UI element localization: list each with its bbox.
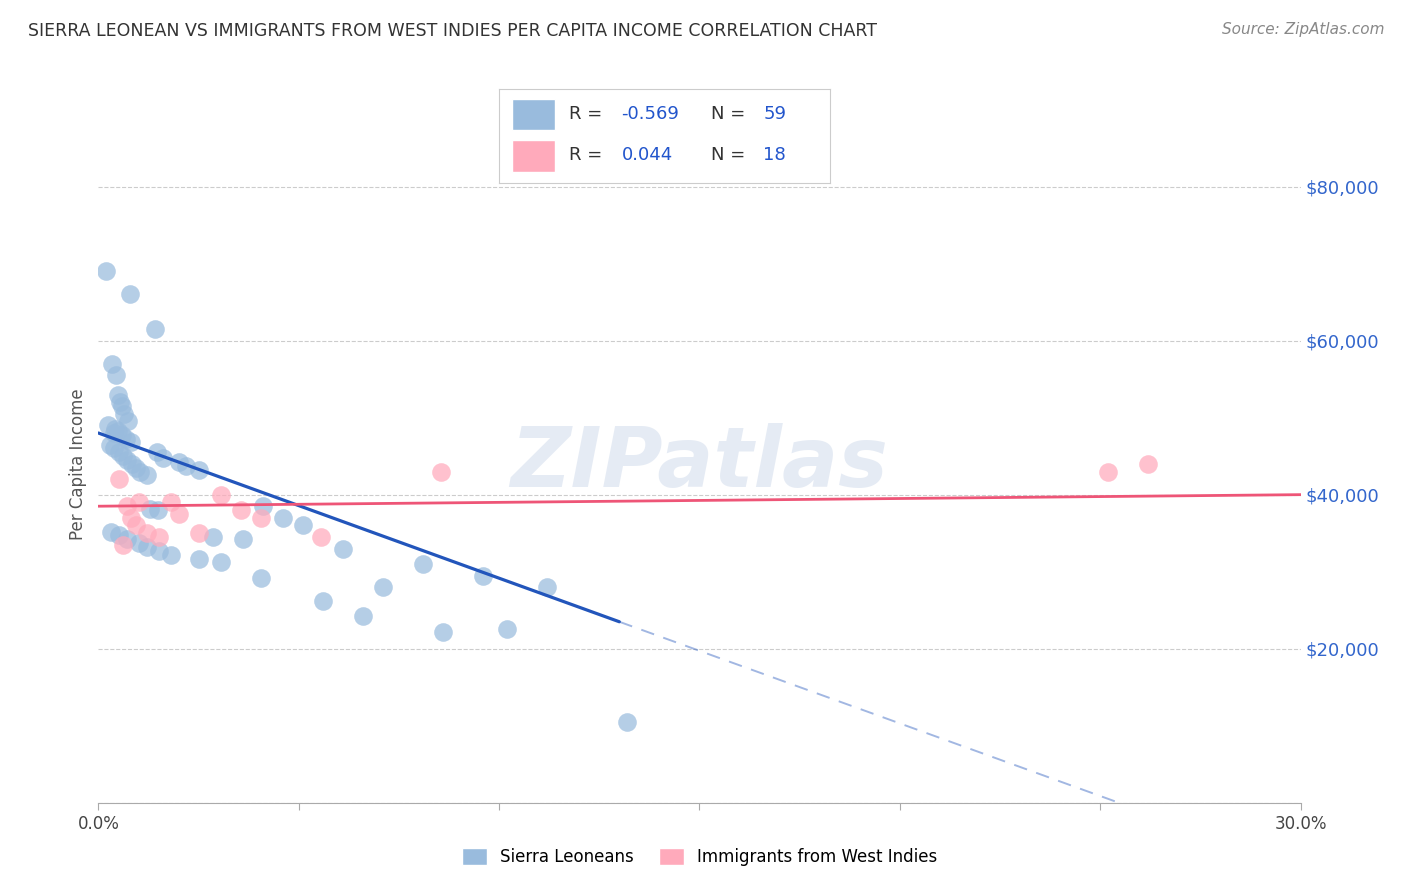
Text: SIERRA LEONEAN VS IMMIGRANTS FROM WEST INDIES PER CAPITA INCOME CORRELATION CHAR: SIERRA LEONEAN VS IMMIGRANTS FROM WEST I… xyxy=(28,22,877,40)
Point xyxy=(117,533,139,547)
Point xyxy=(117,453,139,467)
Point xyxy=(249,510,271,524)
Point xyxy=(125,518,148,533)
Text: Source: ZipAtlas.com: Source: ZipAtlas.com xyxy=(1222,22,1385,37)
Point xyxy=(135,468,157,483)
Point xyxy=(136,526,159,541)
Point xyxy=(96,264,118,278)
Point xyxy=(107,387,129,401)
Point xyxy=(112,538,135,552)
Point xyxy=(188,463,211,477)
Point xyxy=(125,460,148,475)
Point xyxy=(174,459,197,474)
Point xyxy=(229,503,252,517)
Text: R =: R = xyxy=(568,105,607,123)
Point xyxy=(1137,457,1160,471)
Point xyxy=(120,435,142,450)
Point xyxy=(152,450,174,465)
Point xyxy=(232,533,254,547)
Point xyxy=(412,557,434,571)
Text: -0.569: -0.569 xyxy=(621,105,679,123)
Point xyxy=(332,541,354,556)
Point xyxy=(146,503,169,517)
Point xyxy=(371,580,394,594)
Point xyxy=(160,548,183,562)
Point xyxy=(112,449,135,463)
Point xyxy=(249,571,271,585)
Point xyxy=(100,437,122,451)
Point xyxy=(209,556,232,570)
Point xyxy=(160,495,183,509)
Point xyxy=(616,714,638,729)
Point xyxy=(128,536,150,550)
Point xyxy=(201,530,224,544)
Point xyxy=(117,500,139,514)
Point xyxy=(120,287,142,301)
Point xyxy=(120,510,142,524)
Point xyxy=(291,518,314,533)
Point xyxy=(496,623,519,637)
Point xyxy=(128,495,150,509)
Point xyxy=(111,427,134,442)
Point xyxy=(121,457,143,471)
Bar xyxy=(512,98,555,130)
Point xyxy=(107,425,129,439)
Point xyxy=(148,530,170,544)
Point xyxy=(105,368,128,383)
Point xyxy=(252,500,274,514)
Point xyxy=(352,609,374,624)
Point xyxy=(111,399,134,413)
Point xyxy=(100,524,122,539)
Text: 0.044: 0.044 xyxy=(621,145,672,164)
Point xyxy=(209,488,232,502)
Point xyxy=(108,472,131,486)
Point xyxy=(110,395,132,409)
Point xyxy=(143,322,166,336)
Bar xyxy=(512,140,555,171)
Point xyxy=(148,544,170,558)
Point xyxy=(104,422,127,436)
Y-axis label: Per Capita Income: Per Capita Income xyxy=(69,388,87,540)
Text: 59: 59 xyxy=(763,105,786,123)
Point xyxy=(432,624,454,639)
Point xyxy=(103,425,125,440)
Point xyxy=(472,568,495,582)
Point xyxy=(536,580,558,594)
Point xyxy=(108,528,131,542)
Text: N =: N = xyxy=(710,105,751,123)
Point xyxy=(129,465,152,479)
Point xyxy=(97,418,120,433)
Text: ZIPatlas: ZIPatlas xyxy=(510,424,889,504)
Point xyxy=(145,445,167,459)
Point xyxy=(103,442,125,456)
Point xyxy=(114,432,136,446)
Legend: Sierra Leoneans, Immigrants from West Indies: Sierra Leoneans, Immigrants from West In… xyxy=(456,841,943,872)
Point xyxy=(1097,465,1119,479)
Point xyxy=(169,455,191,469)
Point xyxy=(312,594,335,608)
Text: 18: 18 xyxy=(763,145,786,164)
Point xyxy=(169,507,191,521)
Point xyxy=(136,540,159,554)
Point xyxy=(188,551,211,566)
Point xyxy=(101,357,124,371)
Point xyxy=(117,414,139,429)
Text: R =: R = xyxy=(568,145,607,164)
Point xyxy=(430,465,453,479)
Point xyxy=(271,510,294,524)
Point xyxy=(114,407,136,421)
Text: N =: N = xyxy=(710,145,751,164)
Point xyxy=(188,526,211,541)
Point xyxy=(108,445,131,459)
Point xyxy=(309,530,332,544)
Point xyxy=(138,501,160,516)
